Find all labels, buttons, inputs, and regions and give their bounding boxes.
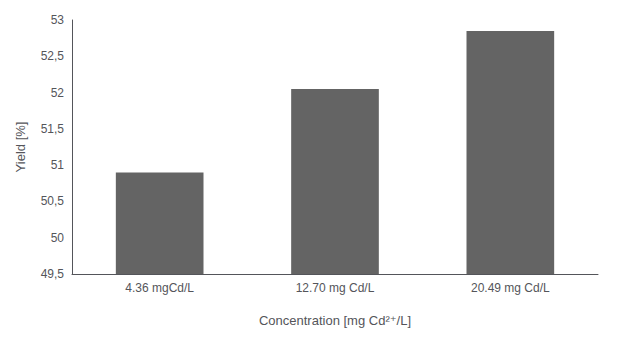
svg-text:51,5: 51,5	[41, 122, 65, 136]
svg-text:Yield [%]: Yield [%]	[13, 122, 28, 173]
svg-text:52: 52	[51, 86, 65, 100]
svg-text:20.49 mg Cd/L: 20.49 mg Cd/L	[471, 281, 550, 295]
svg-text:49,5: 49,5	[41, 267, 65, 281]
svg-text:4.36 mgCd/L: 4.36 mgCd/L	[125, 281, 194, 295]
svg-text:12.70 mg Cd/L: 12.70 mg Cd/L	[296, 281, 375, 295]
svg-text:Concentration [mg Cd²⁺/L]: Concentration [mg Cd²⁺/L]	[259, 313, 411, 328]
svg-text:50,5: 50,5	[41, 194, 65, 208]
svg-text:53: 53	[51, 13, 65, 27]
svg-text:52,5: 52,5	[41, 49, 65, 63]
svg-text:50: 50	[51, 231, 65, 245]
svg-text:51: 51	[51, 158, 65, 172]
